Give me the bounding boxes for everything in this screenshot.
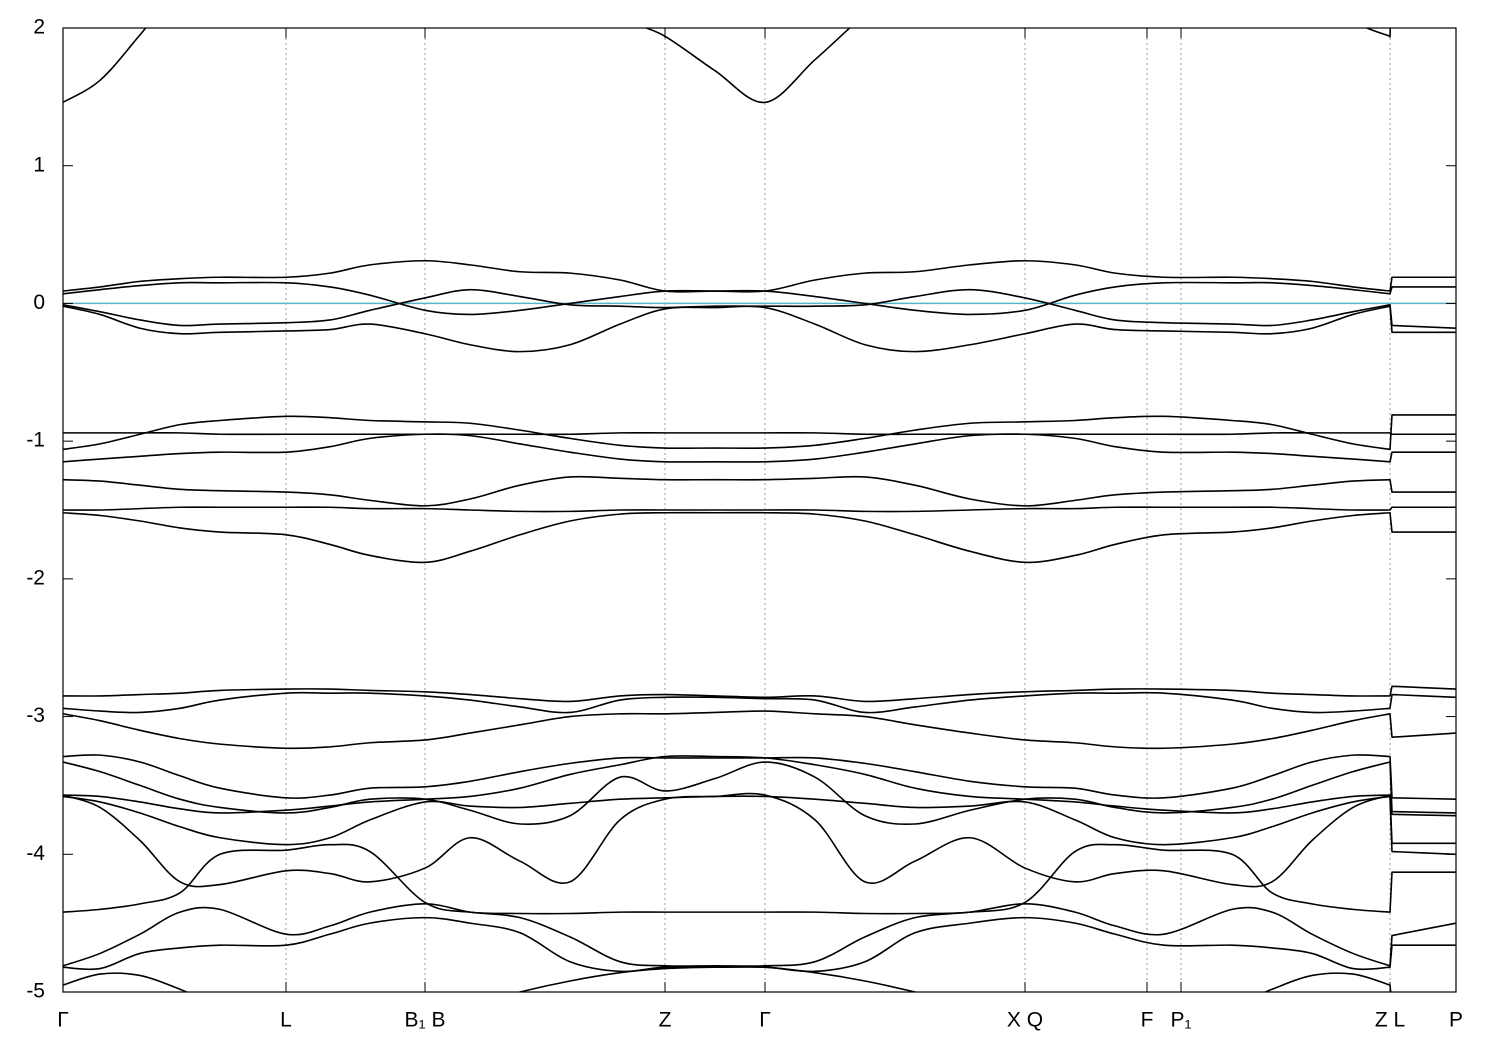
y-tick-label: 1 bbox=[33, 153, 45, 176]
band-line bbox=[63, 761, 1456, 826]
band-line bbox=[63, 305, 1456, 353]
y-tick-label: 0 bbox=[33, 291, 45, 314]
band-line bbox=[63, 754, 1456, 800]
band-line bbox=[63, 414, 1456, 451]
band-line bbox=[63, 506, 1456, 513]
band-line bbox=[63, 755, 1456, 817]
x-tick-label: P bbox=[1449, 1009, 1463, 1032]
band-line bbox=[63, 511, 1456, 564]
band-line bbox=[63, 281, 1456, 316]
plot-frame bbox=[62, 27, 1457, 993]
bands-layer bbox=[63, 28, 1456, 992]
x-tick-label: P₁ bbox=[1170, 1009, 1191, 1032]
band-line bbox=[63, 433, 1456, 463]
x-tick-label: B₁ B bbox=[405, 1009, 446, 1032]
axes-layer: -5 -4 -3 -2 -1 0 1 2 Γ L B₁ B Z Γ X Q F P₁ Z L P bbox=[26, 16, 1463, 1032]
x-tick-label: X Q bbox=[1007, 1009, 1043, 1032]
band-line bbox=[63, 843, 1456, 915]
y-tick-label: -4 bbox=[26, 842, 45, 865]
y-tick-label: -5 bbox=[26, 980, 45, 1003]
x-tick-label: L bbox=[280, 1009, 292, 1032]
y-tick-label: -1 bbox=[26, 429, 45, 452]
band-line bbox=[63, 431, 1456, 436]
x-tick-label: Z bbox=[659, 1009, 672, 1032]
band-line bbox=[63, 710, 1456, 750]
band-line bbox=[63, 685, 1456, 703]
band-line bbox=[63, 28, 1392, 104]
y-tick-label: 2 bbox=[33, 16, 45, 39]
band-line bbox=[63, 795, 1456, 846]
band-line bbox=[63, 475, 1456, 507]
x-tick-label: Z L bbox=[1375, 1009, 1405, 1032]
x-tick-label: Γ bbox=[759, 1009, 771, 1032]
x-tick-label: F bbox=[1141, 1009, 1154, 1032]
band-line bbox=[63, 792, 1456, 888]
y-tick-label: -3 bbox=[26, 704, 45, 727]
band-line bbox=[63, 965, 1392, 992]
band-line bbox=[63, 691, 1456, 714]
x-tick-label: Γ bbox=[57, 1009, 69, 1032]
y-tick-label: -2 bbox=[26, 566, 45, 589]
band-line bbox=[63, 259, 1456, 293]
